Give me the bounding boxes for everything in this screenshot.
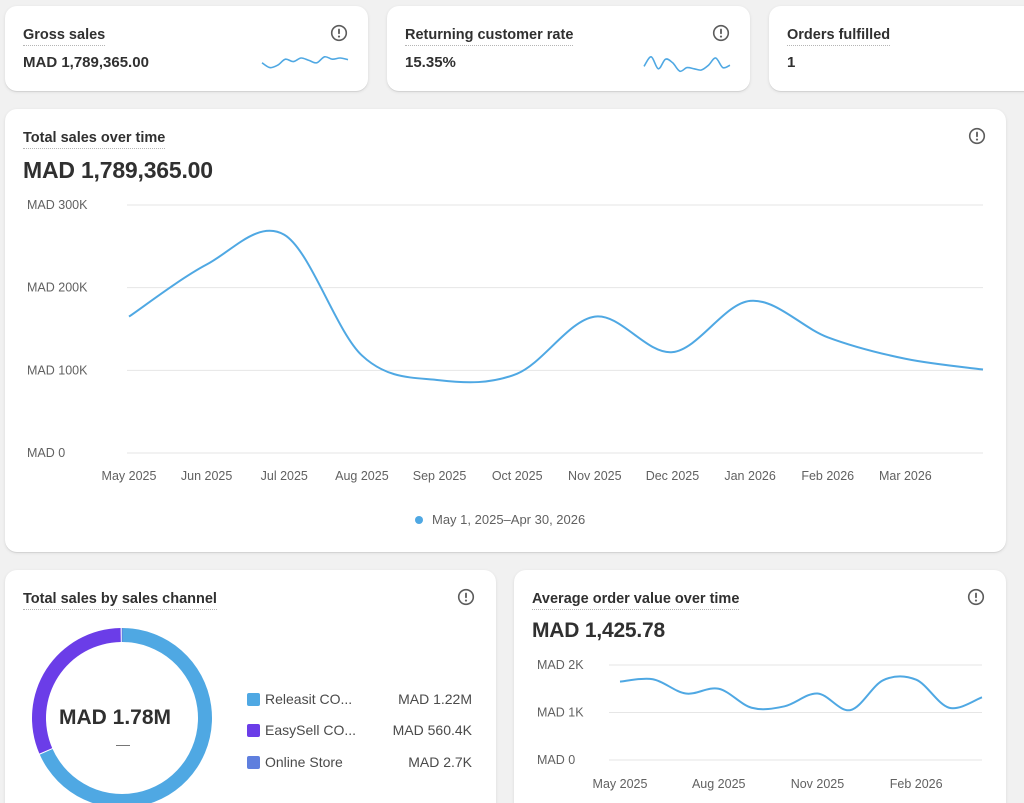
data-point[interactable] bbox=[666, 346, 678, 358]
data-point[interactable] bbox=[899, 353, 911, 365]
y-tick-label: MAD 2K bbox=[537, 658, 584, 672]
x-tick-label: Dec 2025 bbox=[646, 469, 700, 483]
data-point[interactable] bbox=[877, 674, 889, 686]
channel-swatch bbox=[247, 724, 260, 737]
data-point[interactable] bbox=[744, 295, 756, 307]
x-tick-label: Sep 2025 bbox=[413, 469, 467, 483]
legend-label[interactable]: May 1, 2025–Apr 30, 2026 bbox=[432, 512, 586, 527]
kpi-title[interactable]: Returning customer rate bbox=[405, 27, 574, 46]
x-tick-label: Jun 2025 bbox=[181, 469, 232, 483]
series-line[interactable] bbox=[619, 675, 983, 712]
x-tick-label: Aug 2025 bbox=[692, 777, 746, 791]
donut-center-value: MAD 1.78M bbox=[59, 706, 172, 729]
x-tick-label: Aug 2025 bbox=[335, 469, 389, 483]
x-tick-label: Jan 2026 bbox=[724, 469, 775, 483]
x-tick-label: May 2025 bbox=[593, 777, 648, 791]
donut-center-sub: — bbox=[116, 736, 130, 752]
data-point[interactable] bbox=[201, 259, 213, 271]
sparkline bbox=[643, 56, 731, 73]
x-tick-label: Nov 2025 bbox=[568, 469, 622, 483]
info-icon[interactable] bbox=[330, 24, 348, 42]
channel-row[interactable]: Releasit CO... MAD 1.22M bbox=[247, 690, 487, 710]
channel-swatch bbox=[247, 756, 260, 769]
y-tick-label: MAD 0 bbox=[27, 446, 65, 460]
sparkline-series bbox=[643, 56, 731, 73]
kpi-value: MAD 1,789,365.00 bbox=[23, 54, 149, 71]
channel-donut-chart[interactable] bbox=[5, 570, 245, 803]
data-point[interactable] bbox=[822, 331, 834, 343]
y-tick-label: MAD 300K bbox=[27, 198, 88, 212]
channel-name: EasySell CO... bbox=[265, 722, 357, 738]
kpi-value: 1 bbox=[787, 54, 796, 71]
kpi-card-gross-sales[interactable]: Gross sales MAD 1,789,365.00 bbox=[5, 6, 368, 91]
data-point[interactable] bbox=[589, 311, 601, 323]
donut-slice[interactable] bbox=[121, 628, 123, 643]
info-icon[interactable] bbox=[967, 588, 985, 606]
data-point[interactable] bbox=[943, 702, 955, 714]
donut-slice[interactable] bbox=[31, 628, 121, 754]
data-point[interactable] bbox=[356, 349, 368, 361]
data-point[interactable] bbox=[811, 688, 823, 700]
y-tick-label: MAD 0 bbox=[537, 753, 575, 767]
info-icon[interactable] bbox=[457, 588, 475, 606]
y-tick-label: MAD 1K bbox=[537, 706, 584, 720]
channel-row[interactable]: Online Store MAD 2.7K bbox=[247, 753, 487, 773]
x-tick-label: May 2025 bbox=[102, 469, 157, 483]
sales-by-channel-card: Total sales by sales channel MAD 1.78M —… bbox=[5, 570, 496, 803]
data-point[interactable] bbox=[278, 229, 290, 241]
data-point[interactable] bbox=[511, 368, 523, 380]
total-sales-value: MAD 1,789,365.00 bbox=[23, 157, 213, 183]
channel-value: MAD 1.22M bbox=[398, 691, 472, 707]
sparkline-series bbox=[261, 55, 349, 69]
data-point[interactable] bbox=[976, 691, 988, 703]
y-tick-label: MAD 100K bbox=[27, 363, 88, 377]
total-sales-card: Total sales over time MAD 1,789,365.00 M… bbox=[5, 109, 1006, 552]
aov-value: MAD 1,425.78 bbox=[532, 619, 666, 642]
channel-row[interactable]: EasySell CO... MAD 560.4K bbox=[247, 721, 487, 741]
channel-name: Releasit CO... bbox=[265, 691, 353, 707]
kpi-card-orders-fulfilled[interactable]: Orders fulfilled 1 bbox=[769, 6, 1024, 91]
kpi-value: 15.35% bbox=[405, 54, 456, 71]
x-tick-label: Mar 2026 bbox=[879, 469, 932, 483]
x-tick-label: Feb 2026 bbox=[890, 777, 943, 791]
channel-value: MAD 560.4K bbox=[392, 722, 472, 738]
channel-value: MAD 2.7K bbox=[408, 754, 472, 770]
data-point[interactable] bbox=[434, 374, 446, 386]
data-point[interactable] bbox=[713, 683, 725, 695]
data-point[interactable] bbox=[844, 704, 856, 716]
chart-title[interactable]: Average order value over time bbox=[532, 591, 740, 610]
kpi-title[interactable]: Orders fulfilled bbox=[787, 27, 891, 46]
channel-swatch bbox=[247, 693, 260, 706]
channel-name: Online Store bbox=[265, 754, 343, 770]
legend-dot bbox=[415, 516, 423, 524]
data-point[interactable] bbox=[910, 674, 922, 686]
x-tick-label: Jul 2025 bbox=[261, 469, 308, 483]
info-icon[interactable] bbox=[968, 127, 986, 145]
aov-chart[interactable]: MAD 0 MAD 1K MAD 2K May 2025 Aug 2025 Nov 202… bbox=[514, 570, 1006, 803]
data-point[interactable] bbox=[647, 673, 659, 685]
x-tick-label: Feb 2026 bbox=[801, 469, 854, 483]
x-tick-label: Oct 2025 bbox=[492, 469, 543, 483]
series-line[interactable] bbox=[128, 229, 984, 384]
data-point[interactable] bbox=[746, 702, 758, 714]
y-tick-label: MAD 200K bbox=[27, 281, 88, 295]
kpi-title[interactable]: Gross sales bbox=[23, 27, 106, 46]
info-icon[interactable] bbox=[712, 24, 730, 42]
data-point[interactable] bbox=[779, 700, 791, 712]
data-point[interactable] bbox=[977, 364, 989, 376]
x-tick-label: Nov 2025 bbox=[791, 777, 845, 791]
chart-title[interactable]: Total sales over time bbox=[23, 130, 166, 149]
kpi-card-returning-customer-rate[interactable]: Returning customer rate 15.35% bbox=[387, 6, 750, 91]
data-point[interactable] bbox=[680, 688, 692, 700]
aov-card: Average order value over time MAD 1,425.… bbox=[514, 570, 1006, 803]
total-sales-chart[interactable]: MAD 0 MAD 100K MAD 200K MAD 300K May 2025 Jun… bbox=[5, 109, 1006, 499]
chart-title[interactable]: Total sales by sales channel bbox=[23, 591, 217, 610]
data-point[interactable] bbox=[614, 676, 626, 688]
sparkline bbox=[261, 55, 349, 69]
data-point[interactable] bbox=[123, 311, 135, 323]
